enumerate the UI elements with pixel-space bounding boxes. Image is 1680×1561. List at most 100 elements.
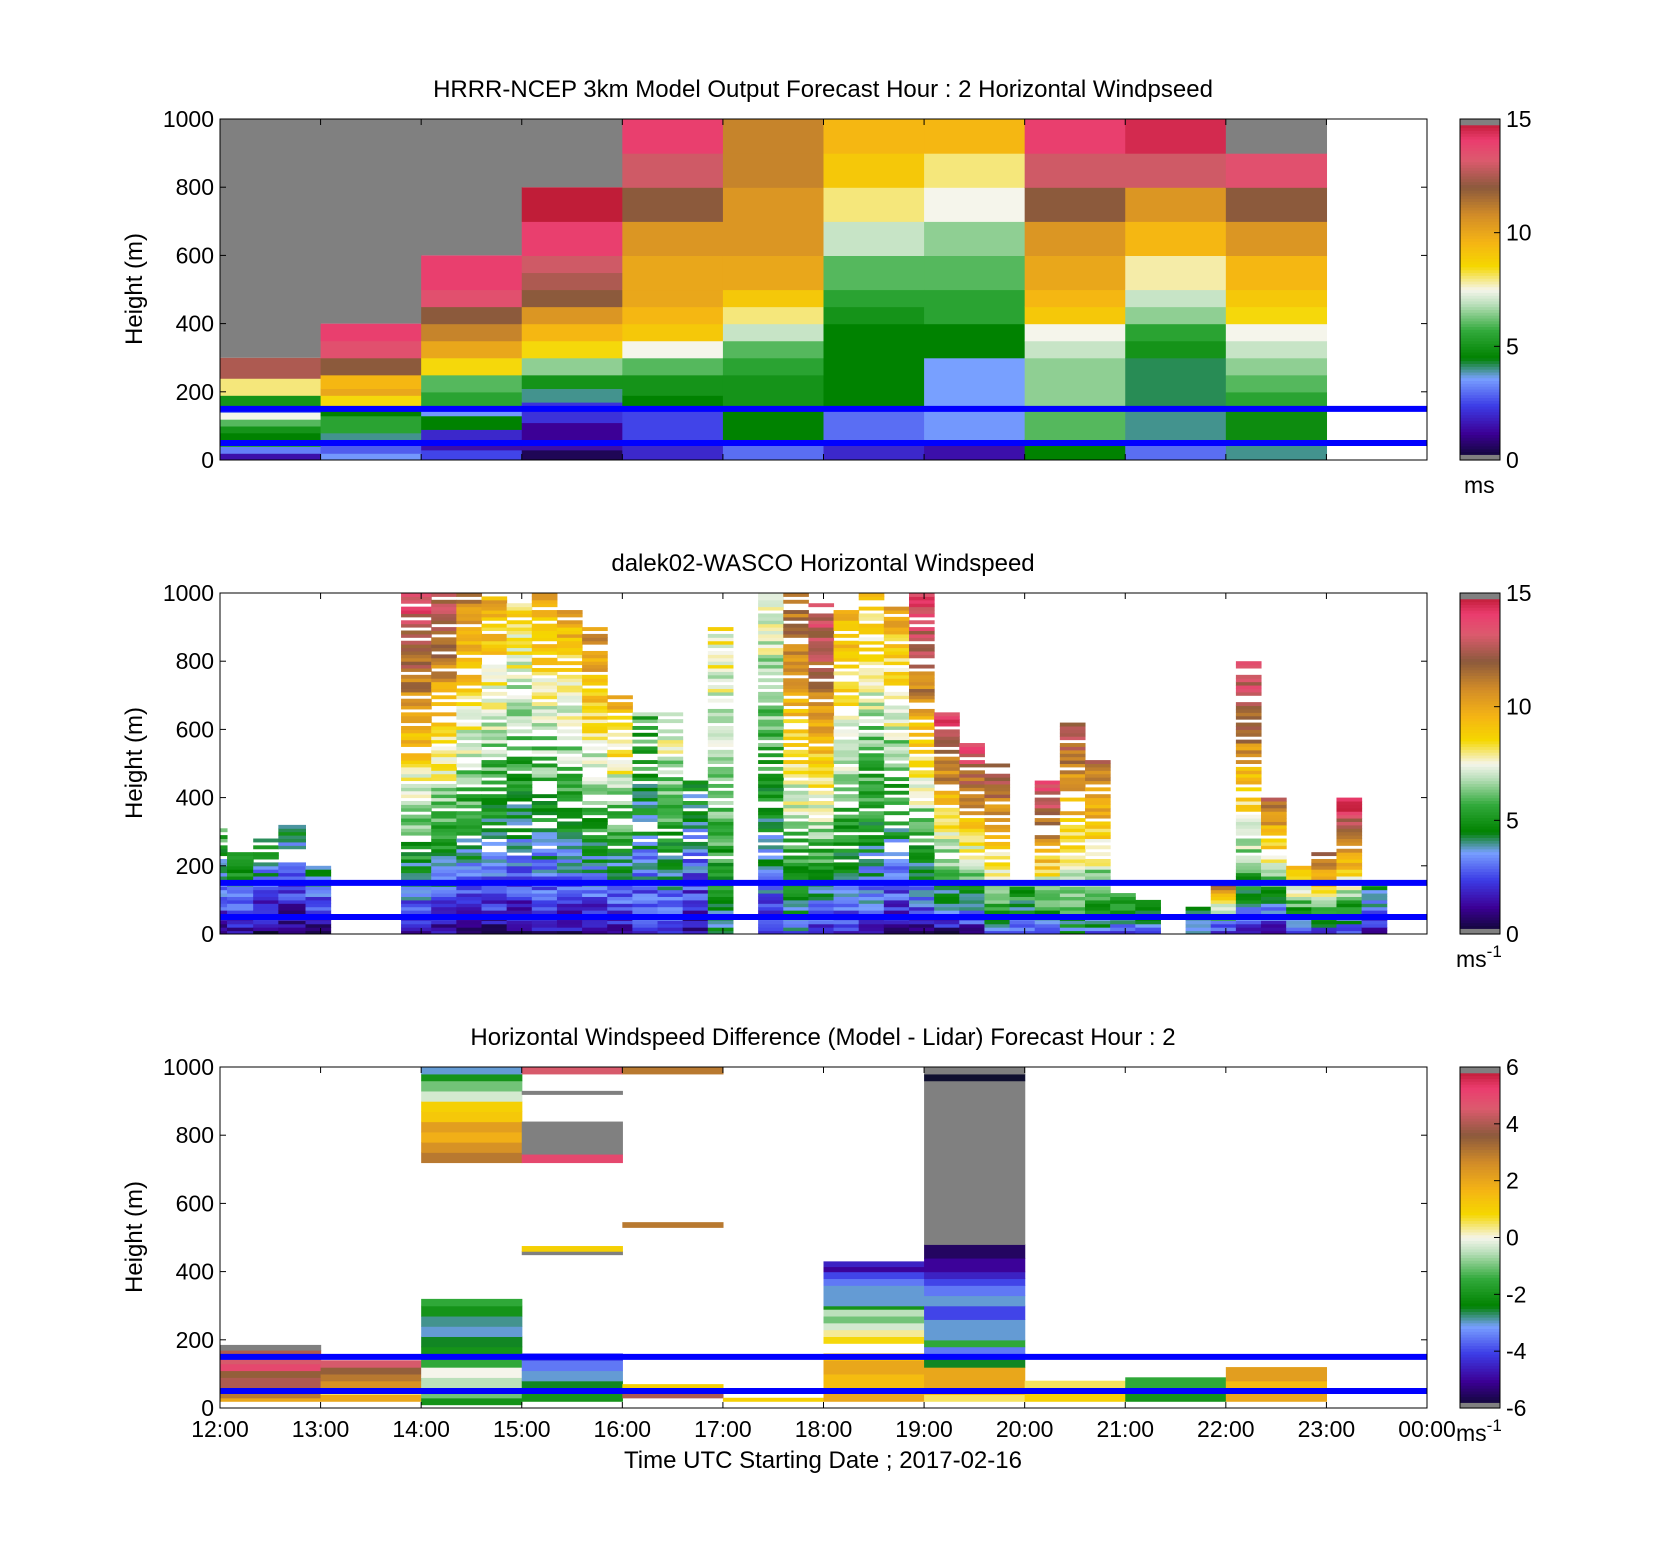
- heatmap-cell-lidar: [934, 763, 960, 768]
- heatmap-cell-model: [220, 378, 322, 396]
- heatmap-cell-lidar: [959, 927, 985, 932]
- heatmap-cell-lidar: [531, 855, 558, 860]
- heatmap-cell-lidar: [1059, 773, 1086, 778]
- heatmap-cell-lidar: [531, 899, 558, 904]
- heatmap-cell-lidar: [401, 753, 432, 758]
- heatmap-cell-lidar: [506, 623, 533, 628]
- heatmap-cell-lidar: [1135, 920, 1161, 925]
- heatmap-cell-model: [1024, 340, 1126, 359]
- heatmap-cell-lidar: [657, 841, 684, 846]
- heatmap-cell-lidar: [481, 678, 508, 683]
- heatmap-cell-lidar: [305, 889, 332, 894]
- heatmap-cell-lidar: [758, 637, 784, 642]
- heatmap-cell-lidar: [531, 637, 558, 642]
- heatmap-cell-model: [1225, 255, 1328, 291]
- heatmap-cell-lidar: [456, 862, 483, 867]
- heatmap-cell-lidar: [401, 654, 432, 659]
- heatmap-cell-lidar: [808, 893, 835, 897]
- heatmap-cell-lidar: [506, 756, 533, 761]
- heatmap-cell-lidar: [481, 773, 508, 778]
- heatmap-cell-lidar: [632, 715, 659, 720]
- colorbar-segment-model: [1460, 323, 1500, 328]
- heatmap-cell-lidar: [657, 804, 684, 809]
- heatmap-cell-lidar: [506, 712, 533, 717]
- heatmap-cell-diff: [521, 1246, 623, 1252]
- heatmap-cell-lidar: [808, 722, 835, 727]
- heatmap-cell-lidar: [808, 719, 835, 724]
- heatmap-cell-lidar: [934, 756, 960, 761]
- colorbar-segment-model: [1460, 184, 1500, 188]
- heatmap-cell-diff: [421, 1377, 523, 1389]
- heatmap-cell-lidar: [481, 807, 508, 812]
- heatmap-cell-model: [722, 255, 825, 291]
- heatmap-cell-lidar: [481, 760, 508, 764]
- heatmap-cell-lidar: [833, 664, 860, 669]
- heatmap-cell-lidar: [908, 743, 935, 747]
- heatmap-cell-lidar: [657, 787, 684, 792]
- heatmap-cell-lidar: [707, 807, 734, 812]
- heatmap-cell-lidar: [707, 749, 734, 754]
- heatmap-cell-lidar: [707, 708, 734, 713]
- heatmap-cell-lidar: [220, 828, 228, 833]
- heatmap-cell-model: [220, 432, 322, 441]
- heatmap-cell-lidar: [401, 869, 432, 874]
- colorbar-segment-lidar: [1460, 916, 1500, 921]
- heatmap-cell-lidar: [858, 746, 885, 751]
- heatmap-cell-model: [924, 289, 1026, 325]
- colorbar-segment-diff: [1460, 1351, 1500, 1355]
- heatmap-cell-lidar: [959, 865, 985, 870]
- heatmap-cell-lidar: [401, 852, 432, 857]
- heatmap-cell-lidar: [278, 835, 306, 840]
- heatmap-cell-lidar: [959, 780, 985, 785]
- heatmap-cell-lidar: [556, 831, 583, 836]
- heatmap-cell-lidar: [556, 623, 583, 628]
- heatmap-cell-diff: [421, 1101, 523, 1112]
- heatmap-cell-lidar: [481, 725, 508, 730]
- heatmap-cell-diff: [220, 1377, 322, 1389]
- heatmap-cell-lidar: [481, 804, 508, 809]
- heatmap-cell-lidar: [481, 821, 508, 826]
- colorbar-segment-model: [1460, 417, 1500, 421]
- heatmap-cell-lidar: [556, 824, 583, 829]
- heatmap-cell-lidar: [278, 845, 306, 850]
- heatmap-cell-lidar: [220, 893, 228, 897]
- colorbar-segment-diff: [1460, 1396, 1500, 1401]
- heatmap-cell-lidar: [783, 865, 809, 870]
- heatmap-cell-lidar: [1261, 801, 1287, 805]
- heatmap-cell-lidar: [1085, 838, 1111, 843]
- panel-model: HRRR-NCEP 3km Model Output Forecast Hour…: [121, 76, 1532, 498]
- x-tick-label: 14:00: [392, 1416, 450, 1442]
- heatmap-cell-lidar: [506, 920, 533, 925]
- heatmap-cell-lidar: [1085, 852, 1111, 857]
- heatmap-cell-lidar: [1336, 811, 1363, 816]
- heatmap-cell-lidar: [456, 593, 483, 597]
- colorbar-segment-model: [1460, 195, 1500, 200]
- heatmap-cell-lidar: [1059, 889, 1086, 894]
- heatmap-cell-lidar: [1034, 841, 1061, 846]
- heatmap-cell-lidar: [431, 627, 457, 632]
- heatmap-cell-lidar: [253, 910, 279, 915]
- heatmap-cell-lidar: [431, 804, 457, 809]
- heatmap-cell-lidar: [582, 838, 608, 843]
- colorbar-segment-lidar: [1460, 843, 1500, 847]
- heatmap-cell-lidar: [858, 763, 885, 768]
- heatmap-cell-lidar: [758, 773, 784, 778]
- heatmap-cell-lidar: [431, 777, 457, 782]
- x-tick-label: 23:00: [1298, 1416, 1356, 1442]
- heatmap-cell-lidar: [783, 678, 809, 683]
- colorbar-segment-model: [1460, 349, 1500, 353]
- heatmap-cell-lidar: [858, 756, 885, 761]
- colorbar-segment-model: [1460, 386, 1500, 390]
- heatmap-cell-lidar: [934, 790, 960, 795]
- heatmap-cell-lidar: [1311, 858, 1337, 863]
- colorbar-segment-diff: [1460, 1078, 1500, 1082]
- heatmap-cell-lidar: [833, 650, 860, 655]
- colorbar-frame-model: [1459, 118, 1501, 461]
- heatmap-cell-lidar: [984, 824, 1011, 829]
- heatmap-cell-lidar: [456, 780, 483, 785]
- colorbar-unit-exponent-lidar: -1: [1487, 942, 1502, 961]
- heatmap-cell-lidar: [456, 906, 483, 911]
- heatmap-cell-lidar: [1235, 739, 1262, 744]
- heatmap-cell-lidar: [883, 620, 910, 625]
